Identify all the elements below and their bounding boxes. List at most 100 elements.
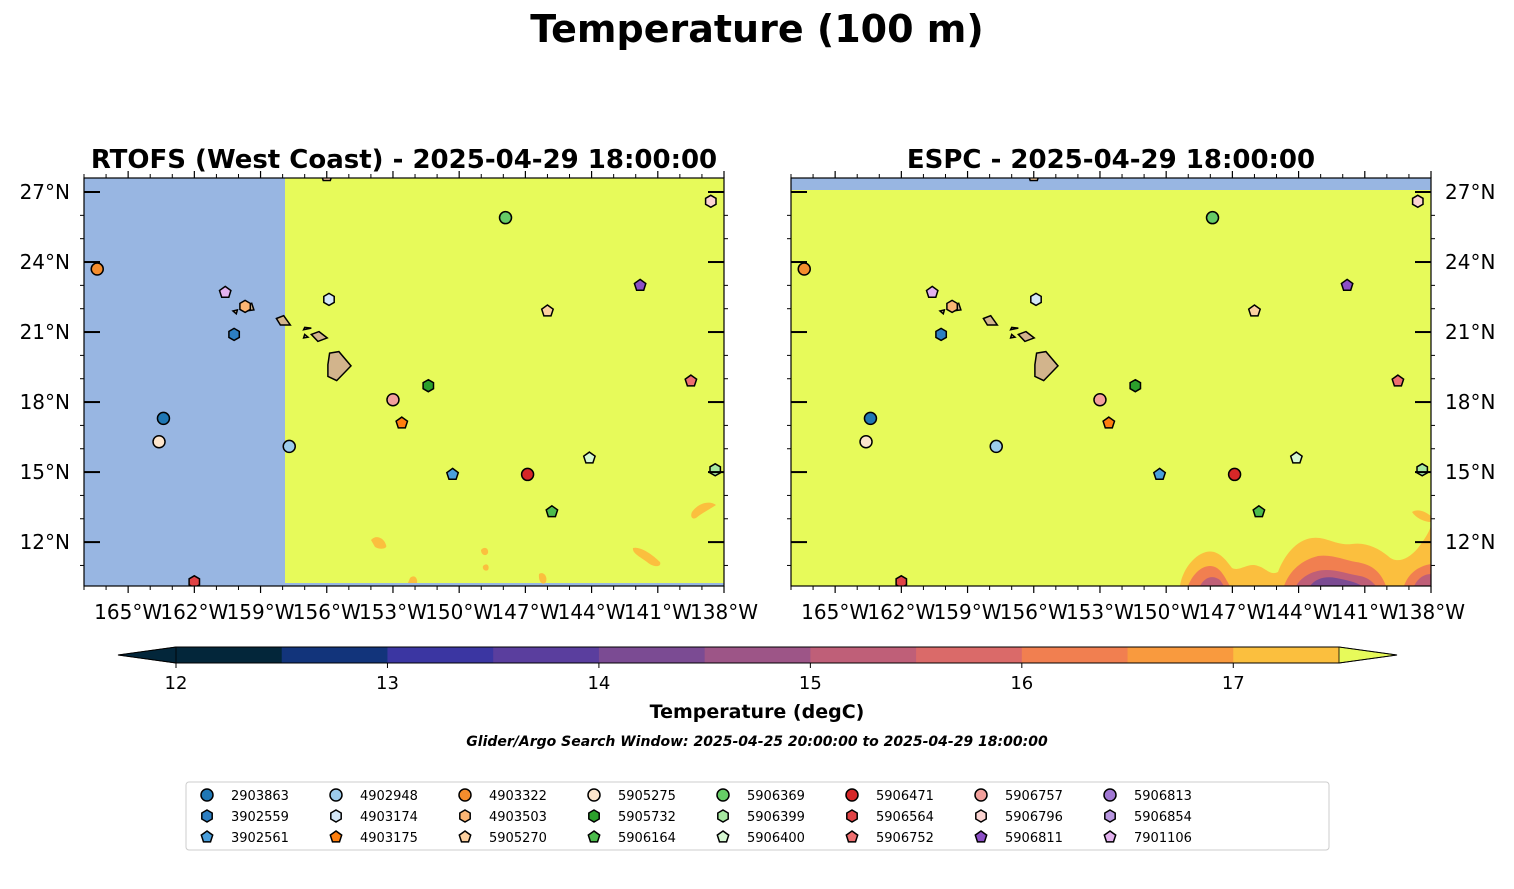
colorbar-under-extension	[117, 646, 177, 664]
legend-item: 5906399	[717, 809, 805, 825]
legend-marker	[330, 809, 342, 823]
legend-label: 5906564	[876, 810, 934, 825]
platform-5905732	[422, 378, 435, 393]
legend-item: 5906796	[975, 809, 1063, 825]
legend-label: 5906399	[747, 810, 805, 825]
legend-marker	[458, 788, 472, 802]
platform-4903175	[395, 416, 409, 429]
x-tick-label: 147°W	[491, 600, 559, 624]
colorbar-tick-label: 12	[165, 673, 188, 694]
x-tick-label: 159°W	[227, 600, 295, 624]
platform-5906752	[684, 374, 698, 387]
legend-marker	[588, 809, 600, 823]
legend-label: 5906813	[1134, 789, 1192, 804]
legend-label: 5905732	[618, 810, 676, 825]
platform-marker-edge	[321, 178, 332, 182]
legend-frame	[185, 781, 1330, 851]
rtofs-nodata-region	[84, 178, 285, 586]
island-2	[1009, 326, 1019, 331]
platform-2903863	[863, 411, 878, 426]
espc-y-axis: 12°N 15°N 18°N 21°N 24°N 27°N	[787, 180, 1495, 566]
y-tick-label: 21°N	[1445, 320, 1495, 344]
legend-marker	[1104, 809, 1116, 823]
legend-label: 5906369	[747, 789, 805, 804]
espc-x-axis: 165°W162°W159°W156°W153°W150°W147°W144°W…	[790, 171, 1465, 624]
legend-item: 3902559	[201, 809, 289, 825]
legend: 2903863 3902559 3902561 4902948 4903174 49031…	[185, 781, 1330, 851]
legend-marker	[717, 809, 729, 823]
legend-label: 3902559	[231, 810, 289, 825]
legend-label: 7901106	[1134, 831, 1192, 846]
platform-4903322	[90, 262, 104, 276]
espc-panel-title: ESPC - 2025-04-29 18:00:00	[907, 145, 1315, 175]
legend-label: 4903503	[489, 810, 547, 825]
legend-marker	[329, 830, 343, 843]
legend-marker	[845, 830, 859, 843]
legend-label: 4903322	[489, 789, 547, 804]
x-tick-label: 138°W	[690, 600, 758, 624]
legend-label: 5905270	[489, 831, 547, 846]
y-tick-label: 12°N	[1445, 530, 1495, 554]
legend-label: 2903863	[231, 789, 289, 804]
island-6	[231, 308, 239, 316]
legend-marker	[1103, 830, 1117, 843]
colorbar-tick-label: 15	[799, 673, 822, 694]
x-tick-label: 153°W	[359, 600, 427, 624]
colorbar-bin	[598, 647, 706, 663]
legend-item: 5906564	[846, 809, 934, 825]
platform-5906564	[895, 574, 908, 586]
legend-marker	[200, 788, 214, 802]
platform-4903503	[946, 299, 959, 314]
rtofs-warm-patches	[371, 502, 716, 584]
rtofs-y-axis: 12°N 15°N 18°N 21°N 24°N 27°N	[20, 180, 728, 566]
rtofs-land	[231, 302, 353, 382]
legend-marker	[716, 830, 730, 843]
colorbar-label: Temperature (degC)	[650, 701, 865, 723]
legend-marker	[846, 809, 858, 823]
platform-3902559	[228, 327, 241, 342]
legend-item: 3902561	[200, 830, 289, 846]
espc-axes-frame	[790, 177, 1432, 587]
platform-4903322	[797, 262, 811, 276]
legend-item: 4903175	[329, 830, 418, 846]
rtofs-platform-markers	[90, 178, 722, 586]
platform-5906164	[545, 504, 559, 518]
colorbar-bin	[1021, 647, 1129, 663]
legend-marker	[329, 788, 343, 802]
legend-label: 5906752	[876, 831, 934, 846]
espc-warm-field	[791, 178, 1431, 586]
y-tick-label: 24°N	[20, 250, 70, 274]
colorbar-tick-label: 13	[376, 673, 399, 694]
platform-5905270	[1247, 304, 1262, 317]
island-4	[982, 314, 999, 326]
colorbar-bin	[704, 647, 811, 663]
platform-3902561	[1152, 467, 1167, 481]
x-tick-label: 159°W	[934, 600, 1002, 624]
legend-item: 7901106	[1103, 830, 1192, 846]
platform-4903174	[1030, 292, 1042, 307]
espc-platform-markers	[797, 178, 1429, 586]
y-tick-label: 18°N	[1445, 390, 1495, 414]
island-3	[1009, 333, 1017, 339]
legend-item: 5906369	[716, 788, 805, 804]
legend-marker	[974, 788, 988, 802]
x-tick-label: 141°W	[1331, 600, 1399, 624]
colorbar: 12 13 14 15 16 17 Temperature (degC)	[117, 646, 1398, 723]
x-tick-label: 147°W	[1198, 600, 1266, 624]
platform-7901106	[925, 285, 939, 298]
legend-item: 5906813	[1103, 788, 1192, 804]
rtofs-panel: RTOFS (West Coast) - 2025-04-29 18:00:00…	[20, 145, 759, 624]
island-1	[1016, 330, 1036, 343]
island-2	[302, 326, 312, 331]
x-tick-label: 153°W	[1066, 600, 1134, 624]
legend-marker	[587, 830, 601, 843]
platform-5906164	[1252, 504, 1266, 518]
x-tick-label: 165°W	[801, 600, 869, 624]
legend-marker	[458, 830, 472, 843]
legend-item: 5905270	[458, 830, 547, 846]
platform-5906369	[1205, 210, 1220, 225]
rtofs-panel-title: RTOFS (West Coast) - 2025-04-29 18:00:00	[91, 145, 717, 175]
legend-marker	[845, 788, 859, 802]
island-4	[275, 314, 292, 326]
legend-label: 4903175	[360, 831, 418, 846]
